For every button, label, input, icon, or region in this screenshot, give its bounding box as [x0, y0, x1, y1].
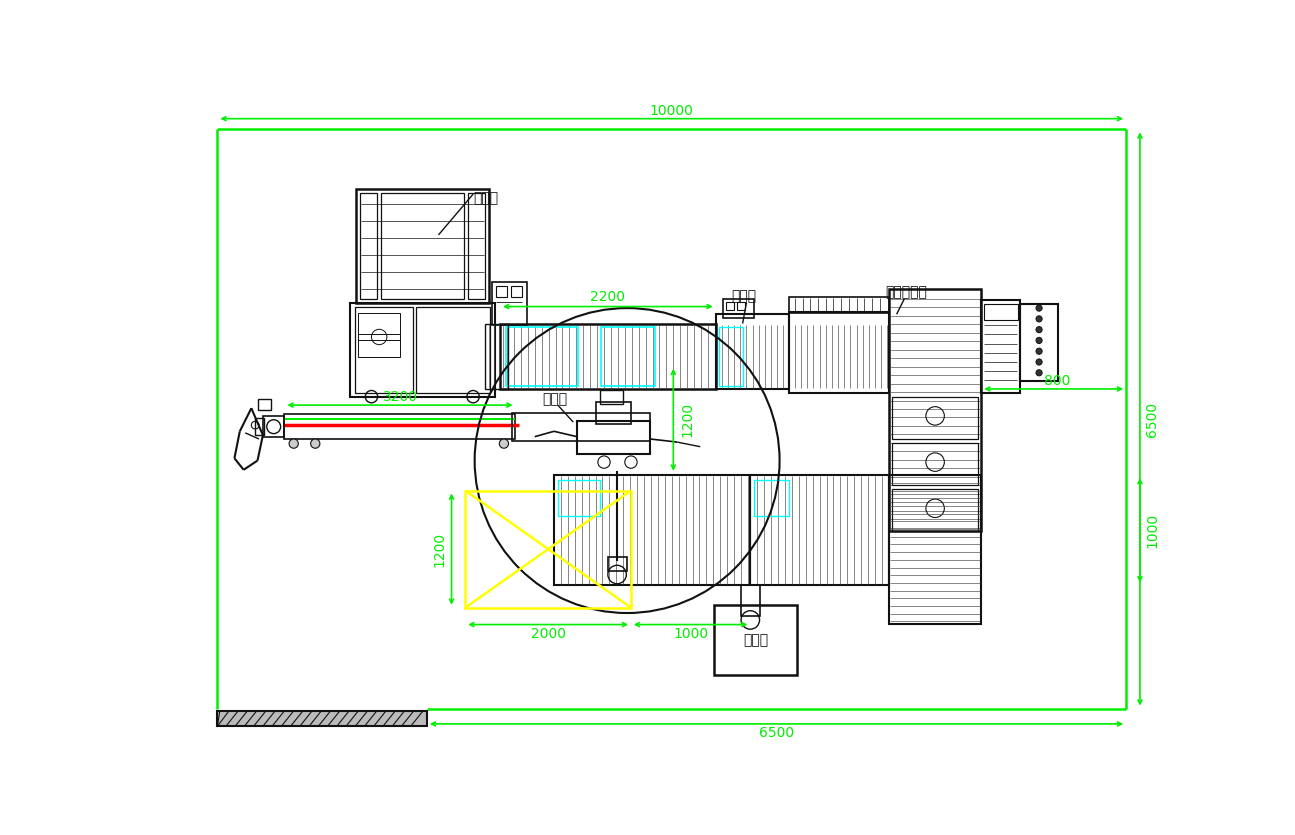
Text: 1000: 1000	[673, 627, 708, 640]
Bar	[357, 313, 400, 341]
Circle shape	[289, 439, 298, 448]
Bar	[500, 323, 716, 389]
Bar	[263, 416, 285, 438]
Text: 1000: 1000	[1145, 513, 1159, 548]
Bar	[360, 193, 377, 299]
Bar	[381, 193, 464, 299]
Circle shape	[1036, 337, 1042, 343]
Bar	[512, 412, 650, 441]
Bar	[719, 326, 742, 386]
Bar	[356, 189, 488, 303]
Circle shape	[1036, 348, 1042, 354]
Bar	[285, 414, 515, 439]
Text: 1200: 1200	[680, 402, 694, 438]
Bar	[892, 443, 978, 485]
Bar	[789, 296, 888, 313]
Bar	[750, 475, 888, 585]
Bar	[982, 301, 1020, 392]
Bar	[510, 286, 522, 297]
Circle shape	[1036, 326, 1042, 332]
Circle shape	[311, 439, 320, 448]
Bar	[258, 399, 272, 410]
Text: 800: 800	[1044, 374, 1071, 388]
Bar	[355, 307, 413, 392]
Bar	[607, 557, 627, 570]
Bar	[600, 391, 623, 404]
Circle shape	[1036, 370, 1042, 376]
Bar	[892, 489, 978, 531]
Bar	[984, 304, 1018, 320]
Text: 6500: 6500	[759, 726, 794, 740]
Text: 2000: 2000	[531, 627, 566, 640]
Bar	[892, 397, 978, 439]
Text: 机器人: 机器人	[543, 392, 567, 406]
Text: 10000: 10000	[650, 104, 694, 118]
Bar	[350, 303, 495, 397]
Bar	[1020, 304, 1058, 382]
Bar	[416, 307, 491, 392]
Bar	[789, 312, 888, 392]
Bar	[467, 193, 484, 299]
Text: 封箱机: 封箱机	[732, 290, 756, 304]
Bar	[578, 422, 650, 453]
Bar	[726, 302, 734, 310]
Bar	[716, 314, 789, 389]
Bar	[737, 302, 745, 310]
Text: 2200: 2200	[591, 291, 625, 304]
Bar	[506, 326, 578, 386]
Bar	[714, 605, 798, 676]
Circle shape	[500, 439, 509, 448]
Circle shape	[1036, 316, 1042, 322]
Circle shape	[1036, 305, 1042, 311]
Bar	[741, 585, 760, 616]
Bar	[357, 334, 400, 357]
Bar	[754, 480, 789, 516]
Bar	[255, 418, 264, 435]
Circle shape	[1036, 359, 1042, 365]
Bar	[558, 480, 600, 516]
Bar	[465, 491, 631, 608]
Bar	[888, 289, 982, 531]
Bar	[724, 299, 754, 318]
Bar	[554, 475, 750, 585]
Bar	[601, 326, 655, 386]
Bar	[492, 282, 527, 325]
Text: 角边封箱机: 角边封箱机	[884, 286, 927, 300]
Text: 开箱机: 开箱机	[473, 191, 499, 205]
Bar	[596, 402, 631, 423]
Text: 6500: 6500	[1145, 402, 1159, 437]
Text: 1200: 1200	[433, 532, 447, 567]
Bar	[888, 475, 982, 624]
Bar	[218, 711, 427, 726]
Text: 电控柜: 电控柜	[743, 633, 768, 647]
Text: 3200: 3200	[382, 391, 417, 404]
Bar	[496, 286, 508, 297]
Bar	[484, 323, 508, 389]
